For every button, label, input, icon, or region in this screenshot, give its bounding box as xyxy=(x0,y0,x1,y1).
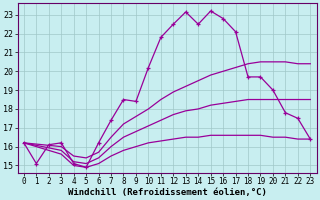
X-axis label: Windchill (Refroidissement éolien,°C): Windchill (Refroidissement éolien,°C) xyxy=(68,188,267,197)
